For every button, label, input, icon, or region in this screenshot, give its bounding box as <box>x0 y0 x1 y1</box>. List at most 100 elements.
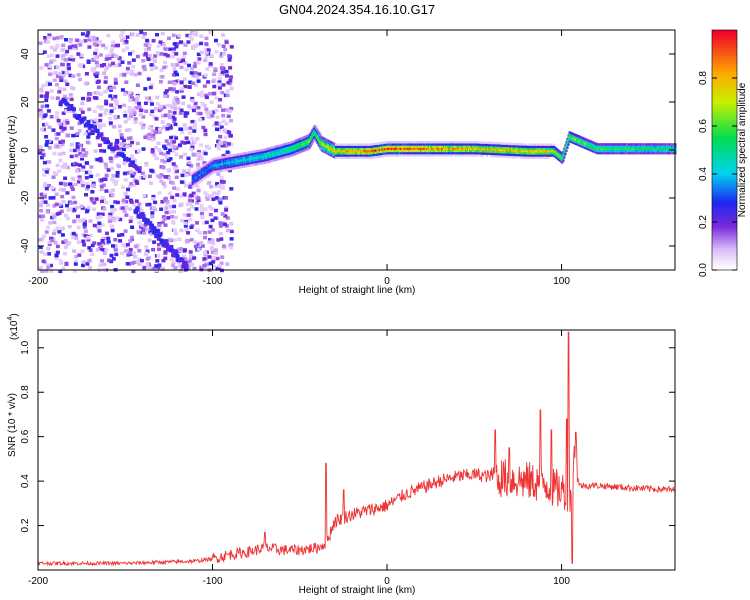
spectrogram-noise-cell <box>154 117 159 121</box>
spectrogram-ridge-cell <box>614 149 617 153</box>
spectrogram-noise-cell <box>127 61 132 65</box>
spectrogram-ridge-cell <box>670 145 673 148</box>
spectrogram-ridge-cell <box>459 154 462 157</box>
colorbar-band <box>712 48 737 51</box>
spectrogram-ridge-cell <box>537 150 540 153</box>
spectrogram-noise-cell <box>204 42 209 46</box>
spectrogram-noise-cell <box>189 193 194 198</box>
spectrogram-noise-cell <box>62 162 67 166</box>
spectrogram-ridge-cell <box>250 164 253 167</box>
spectrogram-ridge-cell <box>485 154 488 157</box>
colorbar-band <box>712 142 737 145</box>
spectrogram-ridge-cell <box>636 151 639 155</box>
spectrogram-noise-cell <box>98 113 103 117</box>
spectrogram-ridge-cell <box>604 151 607 155</box>
spectrogram-noise-cell <box>121 198 126 203</box>
spectrogram-noise-cell <box>174 136 179 140</box>
spectrogram-noise-cell <box>142 174 147 178</box>
spectrogram-noise-cell <box>61 111 66 115</box>
spectrogram-noise-cell <box>179 89 184 93</box>
spectrogram-noise-cell <box>182 152 187 157</box>
spectrogram-noise-cell <box>154 268 159 273</box>
spectrogram-streak-cell <box>165 243 170 247</box>
spectrogram-ridge-cell <box>545 156 548 159</box>
spectrogram-noise-cell <box>95 225 100 230</box>
spectrogram-noise-cell <box>114 63 119 68</box>
spectrogram-noise-cell <box>172 66 177 70</box>
spectrogram-noise-cell <box>64 118 69 123</box>
spectrogram-noise-cell <box>229 246 234 250</box>
spectrogram-noise-cell <box>195 43 200 47</box>
spectrogram-noise-cell <box>75 38 80 43</box>
spectrogram-noise-cell <box>48 221 53 225</box>
snr-y-scale-exp: 4 <box>7 317 14 321</box>
spectrogram-noise-cell <box>61 53 66 58</box>
spectrogram-noise-cell <box>114 180 119 184</box>
spectrogram-noise-cell <box>78 77 82 82</box>
spectrogram-noise-cell <box>171 263 175 267</box>
spectrogram-noise-cell <box>90 252 95 256</box>
spectrogram-noise-cell <box>193 71 198 75</box>
spectrogram-noise-cell <box>71 74 76 78</box>
spectrogram-ridge-cell <box>515 151 518 154</box>
spectrogram-noise-cell <box>218 224 223 228</box>
spectrogram-ridge-cell <box>451 154 454 157</box>
spectrogram-noise-cell <box>107 63 112 67</box>
spectrogram-streak-cell <box>143 217 148 222</box>
spectrogram-noise-cell <box>128 114 133 119</box>
spectrogram-noise-cell <box>129 182 134 186</box>
spectrogram-noise-cell <box>58 158 63 163</box>
spectrogram-noise-cell <box>144 48 149 52</box>
spectrogram-ridge-cell <box>194 178 197 182</box>
colorbar-band <box>712 256 737 259</box>
spectrogram-noise-cell <box>76 240 81 244</box>
spectrogram-noise-cell <box>183 114 188 118</box>
spectrogram-noise-cell <box>216 144 221 148</box>
spectrogram-noise-cell <box>48 196 53 200</box>
spectrogram-noise-cell <box>104 57 109 61</box>
spectrogram-noise-cell <box>209 246 214 250</box>
colorbar-band <box>712 100 737 103</box>
spectrogram-noise-cell <box>46 246 51 251</box>
spectrogram-noise-cell <box>171 73 176 77</box>
spectrogram-noise-cell <box>133 117 138 121</box>
spectrogram-noise-cell <box>161 258 166 263</box>
spectrogram-noise-cell <box>110 97 115 101</box>
spectrogram-noise-cell <box>93 118 98 122</box>
spectrogram-noise-cell <box>146 77 151 81</box>
spectrogram-noise-cell <box>93 149 98 153</box>
spectrogram-noise-cell <box>85 262 90 266</box>
spectrogram-noise-cell <box>55 65 60 70</box>
spectrogram-noise-cell <box>79 204 84 208</box>
spectrogram-noise-cell <box>69 143 74 147</box>
spectrogram-noise-cell <box>214 38 218 43</box>
spectrogram-noise-cell <box>39 111 44 115</box>
spectrogram-noise-cell <box>171 220 176 224</box>
spectrogram-noise-cell <box>53 240 58 245</box>
spectrogram-noise-cell <box>150 102 154 106</box>
spectrogram-noise-cell <box>162 125 167 129</box>
spectrogram-noise-cell <box>213 216 218 220</box>
spectrogram-noise-cell <box>165 200 170 204</box>
spectrogram-noise-cell <box>66 208 71 212</box>
spectrogram-streak-cell <box>93 125 97 130</box>
spectrogram-noise-cell <box>99 187 104 192</box>
spectrogram-ridge-cell <box>648 149 651 153</box>
colorbar-band <box>712 136 737 139</box>
spectrogram-noise-cell <box>103 75 108 80</box>
spectrogram-noise-cell <box>123 244 128 249</box>
colorbar-band <box>712 174 737 177</box>
spectrogram-noise-cell <box>196 150 201 154</box>
spectrogram-noise-cell <box>95 71 100 75</box>
spectrogram-noise-cell <box>50 185 55 190</box>
spectrogram-noise-cell <box>186 168 191 172</box>
spectrogram-noise-cell <box>204 95 209 100</box>
spectrogram-noise-cell <box>125 195 130 199</box>
spectrogram-noise-cell <box>95 135 100 140</box>
spectrogram-streak-cell <box>175 254 180 259</box>
colorbar-band <box>712 228 737 231</box>
spectrogram-noise-cell <box>139 258 144 263</box>
spectrogram-noise-cell <box>184 183 189 188</box>
colorbar-ticks: 0.00.20.40.60.8 <box>698 71 737 277</box>
spectrogram-noise-cell <box>117 233 121 238</box>
